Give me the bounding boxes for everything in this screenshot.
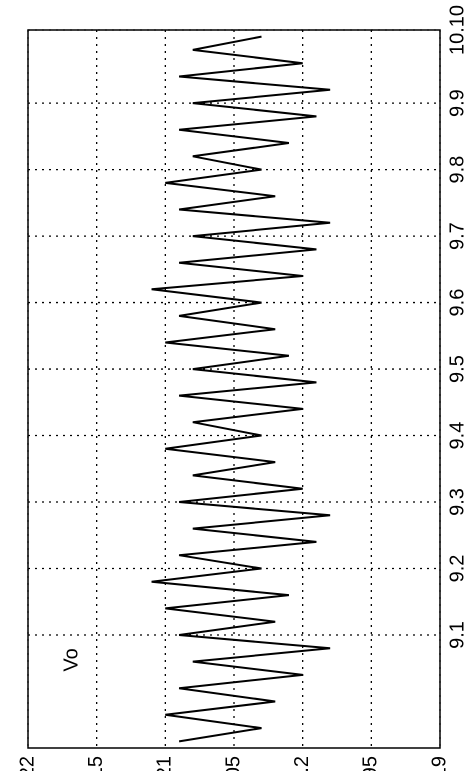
y-tick-label: 1.215 [85, 756, 107, 771]
x-tick-label: 9.2 [446, 555, 468, 583]
y-tick-label: 1.195 [360, 756, 382, 771]
x-tick-label: 9.7 [446, 222, 468, 250]
plot-frame [27, 29, 441, 749]
y-tick-label: 1.205 [222, 756, 244, 771]
x-tick-label: 9.5 [446, 355, 468, 383]
x-tick-label: 9.4 [446, 422, 468, 450]
y-tick-label: 1.19 [428, 756, 450, 771]
legend-label: Vo [60, 648, 82, 671]
x-tick-label: 9.9 [446, 89, 468, 117]
y-tick-label: 1.21 [154, 756, 176, 771]
y-tick-label: 1.2 [291, 756, 313, 771]
x-tick-label: 9.8 [446, 156, 468, 184]
y-tick-label: 1.22 [16, 756, 38, 771]
x-tick-label: 9.1 [446, 621, 468, 649]
x-tick-label: 10.10 [446, 5, 468, 55]
data-line [151, 35, 331, 743]
x-tick-label: 9.3 [446, 488, 468, 516]
x-tick-label: 9.6 [446, 289, 468, 317]
